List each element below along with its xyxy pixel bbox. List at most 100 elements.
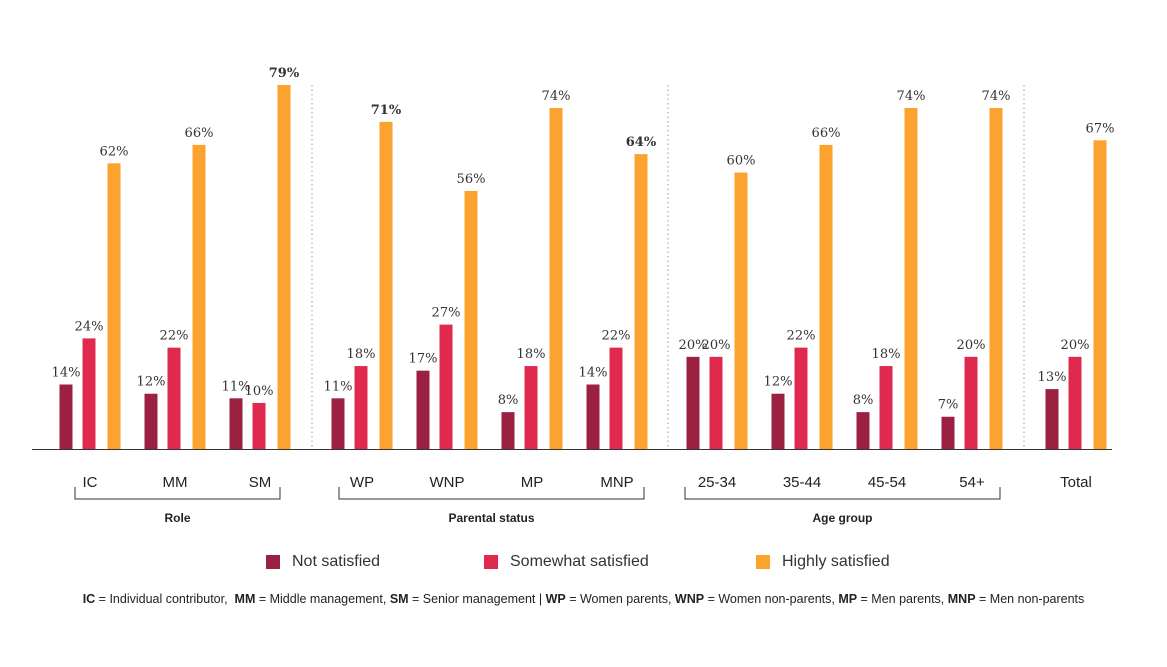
footnote-abbr-mnp: MNP <box>947 592 976 606</box>
data-label-35-44-somewhat-satisfied: 22% <box>787 329 816 344</box>
category-label-total: Total <box>1060 474 1092 491</box>
legend: Not satisfied Somewhat satisfied Highly … <box>0 550 1167 574</box>
footnote-abbr-wp: WP <box>545 592 566 606</box>
category-label-25-34: 25-34 <box>698 474 736 491</box>
data-label-wp-not-satisfied: 11% <box>324 379 353 394</box>
data-label-25-34-somewhat-satisfied: 20% <box>702 338 731 353</box>
bar-wp-not-satisfied <box>331 398 345 449</box>
category-label-sm: SM <box>249 474 272 491</box>
footnote-text-mm: = Middle management, <box>255 592 390 606</box>
bar-chart: 14%24%62%IC12%22%66%MM11%10%79%SMRole11%… <box>32 66 1115 525</box>
legend-swatch-highly-satisfied <box>756 555 770 569</box>
footnote: IC = Individual contributor, MM = Middle… <box>0 592 1167 606</box>
bar-wnp-highly-satisfied <box>464 190 478 450</box>
bar-45-54-somewhat-satisfied <box>879 366 893 449</box>
data-label-wnp-highly-satisfied: 56% <box>457 172 486 187</box>
data-label-45-54-not-satisfied: 8% <box>853 393 874 408</box>
footnote-abbr-sm: SM <box>389 592 409 606</box>
bar-45-54-highly-satisfied <box>904 108 918 450</box>
group-bracket-parental-status <box>338 487 645 500</box>
bar-total-not-satisfied <box>1045 389 1059 449</box>
data-label-mm-highly-satisfied: 66% <box>185 126 214 141</box>
bar-35-44-somewhat-satisfied <box>794 347 808 449</box>
group-bracket-age-group <box>684 487 1001 500</box>
category-label-wnp: WNP <box>430 474 465 491</box>
bar-mp-not-satisfied <box>501 412 515 449</box>
data-label-total-not-satisfied: 13% <box>1038 370 1067 385</box>
bar-35-44-highly-satisfied <box>819 144 833 449</box>
bar-wp-highly-satisfied <box>379 121 393 450</box>
data-label-45-54-somewhat-satisfied: 18% <box>872 347 901 362</box>
data-label-wnp-not-satisfied: 17% <box>409 352 438 367</box>
bar-wnp-somewhat-satisfied <box>439 324 453 449</box>
bar-sm-somewhat-satisfied <box>252 402 266 449</box>
group-bracket-role <box>74 487 281 500</box>
category-label-35-44: 35-44 <box>783 474 821 491</box>
data-label-mm-somewhat-satisfied: 22% <box>160 329 189 344</box>
data-label-mnp-not-satisfied: 14% <box>579 365 608 380</box>
bar-total-somewhat-satisfied <box>1068 356 1082 449</box>
bar-mnp-not-satisfied <box>586 384 600 449</box>
bar-sm-highly-satisfied <box>277 85 291 449</box>
data-label-35-44-highly-satisfied: 66% <box>812 126 841 141</box>
footnote-abbr-ic: IC <box>82 592 96 606</box>
bar-mp-highly-satisfied <box>549 108 563 450</box>
data-label-25-34-not-satisfied: 20% <box>679 338 708 353</box>
data-label-45-54-highly-satisfied: 74% <box>897 89 926 104</box>
data-label-mp-not-satisfied: 8% <box>498 393 519 408</box>
data-label-ic-not-satisfied: 14% <box>52 365 81 380</box>
bar-35-44-not-satisfied <box>771 393 785 449</box>
bar-25-34-highly-satisfied <box>734 172 748 449</box>
bar-mnp-highly-satisfied <box>634 154 648 449</box>
data-label-35-44-not-satisfied: 12% <box>764 375 793 390</box>
bar-54-highly-satisfied <box>989 108 1003 450</box>
footnote-text-ic: = Individual contributor, <box>95 592 235 606</box>
bar-mm-not-satisfied <box>144 393 158 449</box>
legend-item-somewhat-satisfied: Somewhat satisfied <box>484 550 649 574</box>
data-label-mm-not-satisfied: 12% <box>137 375 166 390</box>
data-label-sm-somewhat-satisfied: 10% <box>245 384 274 399</box>
bar-ic-highly-satisfied <box>107 163 121 450</box>
data-label-25-34-highly-satisfied: 60% <box>727 154 756 169</box>
bar-mp-somewhat-satisfied <box>524 366 538 449</box>
data-label-sm-highly-satisfied: 79% <box>269 66 300 81</box>
footnote-text-mp: = Men parents, <box>857 592 948 606</box>
data-label-ic-somewhat-satisfied: 24% <box>75 319 104 334</box>
legend-swatch-somewhat-satisfied <box>484 555 498 569</box>
legend-item-highly-satisfied: Highly satisfied <box>756 550 890 574</box>
footnote-text-wp: = Women parents, <box>565 592 675 606</box>
category-label-45-54: 45-54 <box>868 474 906 491</box>
category-label-wp: WP <box>350 474 374 491</box>
category-label-54: 54+ <box>959 474 985 491</box>
category-label-mm: MM <box>163 474 188 491</box>
data-label-sm-not-satisfied: 11% <box>222 379 251 394</box>
data-label-total-somewhat-satisfied: 20% <box>1061 338 1090 353</box>
legend-item-not-satisfied: Not satisfied <box>266 550 380 574</box>
bar-25-34-somewhat-satisfied <box>709 356 723 449</box>
data-label-total-highly-satisfied: 67% <box>1086 121 1115 136</box>
bar-total-highly-satisfied <box>1093 140 1107 449</box>
bar-mnp-somewhat-satisfied <box>609 347 623 449</box>
group-label-age-group: Age group <box>813 511 873 525</box>
bar-sm-not-satisfied <box>229 398 243 449</box>
bar-54-somewhat-satisfied <box>964 356 978 449</box>
data-label-mp-somewhat-satisfied: 18% <box>517 347 546 362</box>
bar-ic-somewhat-satisfied <box>82 338 96 449</box>
footnote-text-sm: = Senior management | <box>408 592 546 606</box>
legend-label-highly-satisfied: Highly satisfied <box>782 553 890 570</box>
category-label-mp: MP <box>521 474 544 491</box>
category-label-ic: IC <box>83 474 98 491</box>
legend-swatch-not-satisfied <box>266 555 280 569</box>
bar-mm-highly-satisfied <box>192 144 206 449</box>
bar-54-not-satisfied <box>941 416 955 449</box>
bar-wnp-not-satisfied <box>416 370 430 449</box>
data-label-54-somewhat-satisfied: 20% <box>957 338 986 353</box>
data-label-54-highly-satisfied: 74% <box>982 89 1011 104</box>
data-label-mp-highly-satisfied: 74% <box>542 89 571 104</box>
footnote-text-mnp: = Men non-parents <box>975 592 1085 606</box>
footnote-text-wnp: = Women non-parents, <box>704 592 839 606</box>
group-label-parental-status: Parental status <box>448 511 534 525</box>
data-label-54-not-satisfied: 7% <box>938 398 959 413</box>
footnote-abbr-wnp: WNP <box>674 592 705 606</box>
legend-label-not-satisfied: Not satisfied <box>292 553 381 570</box>
